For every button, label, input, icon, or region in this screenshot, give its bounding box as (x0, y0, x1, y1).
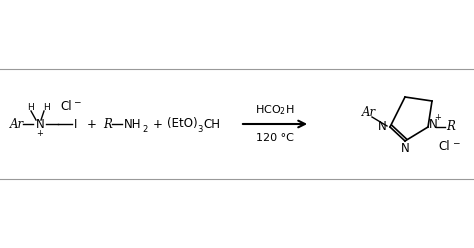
Text: −: − (73, 97, 81, 106)
Text: 2: 2 (142, 125, 147, 134)
Text: N: N (429, 119, 438, 131)
Text: HCO$_2$H: HCO$_2$H (255, 103, 295, 117)
Text: R: R (446, 121, 455, 133)
Text: N: N (378, 121, 387, 133)
Text: H: H (43, 103, 49, 113)
Text: H: H (27, 103, 33, 113)
Text: N: N (401, 142, 410, 155)
Text: Cl: Cl (438, 141, 450, 154)
Text: CH: CH (203, 118, 220, 130)
Text: +: + (153, 118, 163, 130)
Text: NH: NH (124, 118, 142, 130)
Text: +: + (36, 128, 44, 137)
Text: Ar: Ar (10, 118, 24, 130)
Text: Ar: Ar (362, 106, 376, 120)
Text: 3: 3 (197, 125, 202, 134)
Text: R: R (103, 118, 112, 130)
Text: −: − (452, 138, 459, 148)
Text: N: N (36, 118, 45, 130)
Text: 120 °C: 120 °C (256, 133, 294, 143)
Text: +: + (87, 118, 97, 130)
Text: I: I (74, 118, 77, 130)
Text: Cl: Cl (60, 99, 72, 113)
Text: (EtO): (EtO) (167, 118, 198, 130)
Text: +: + (435, 113, 441, 122)
